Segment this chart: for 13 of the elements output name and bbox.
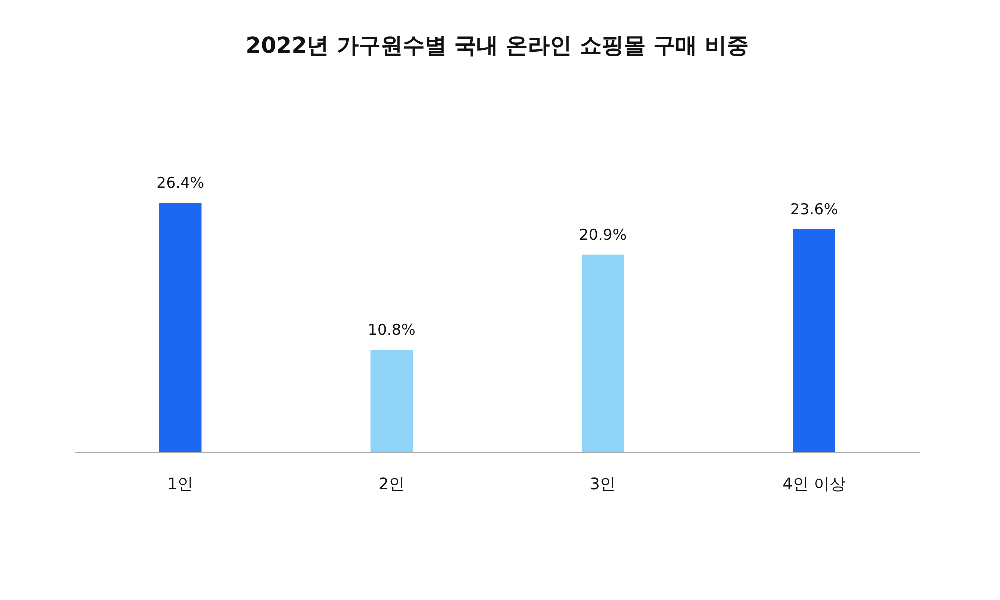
x-tick-label: 4인 이상: [782, 474, 846, 494]
x-tick-label: 2인: [378, 474, 405, 494]
bar: [582, 254, 624, 452]
bar: [370, 350, 413, 452]
x-tick-label: 1인: [168, 474, 194, 494]
data-label: 10.8%: [368, 321, 416, 340]
bar: [160, 203, 202, 452]
data-label: 26.4%: [156, 174, 204, 192]
data-label: 20.9%: [579, 226, 627, 244]
bar: [793, 229, 836, 452]
data-label: 23.6%: [790, 200, 838, 218]
x-tick-label: 3인: [590, 474, 616, 494]
chart-title: 2022년 가구원수별 국내 온라인 쇼핑몰 구매 비중: [246, 34, 750, 59]
